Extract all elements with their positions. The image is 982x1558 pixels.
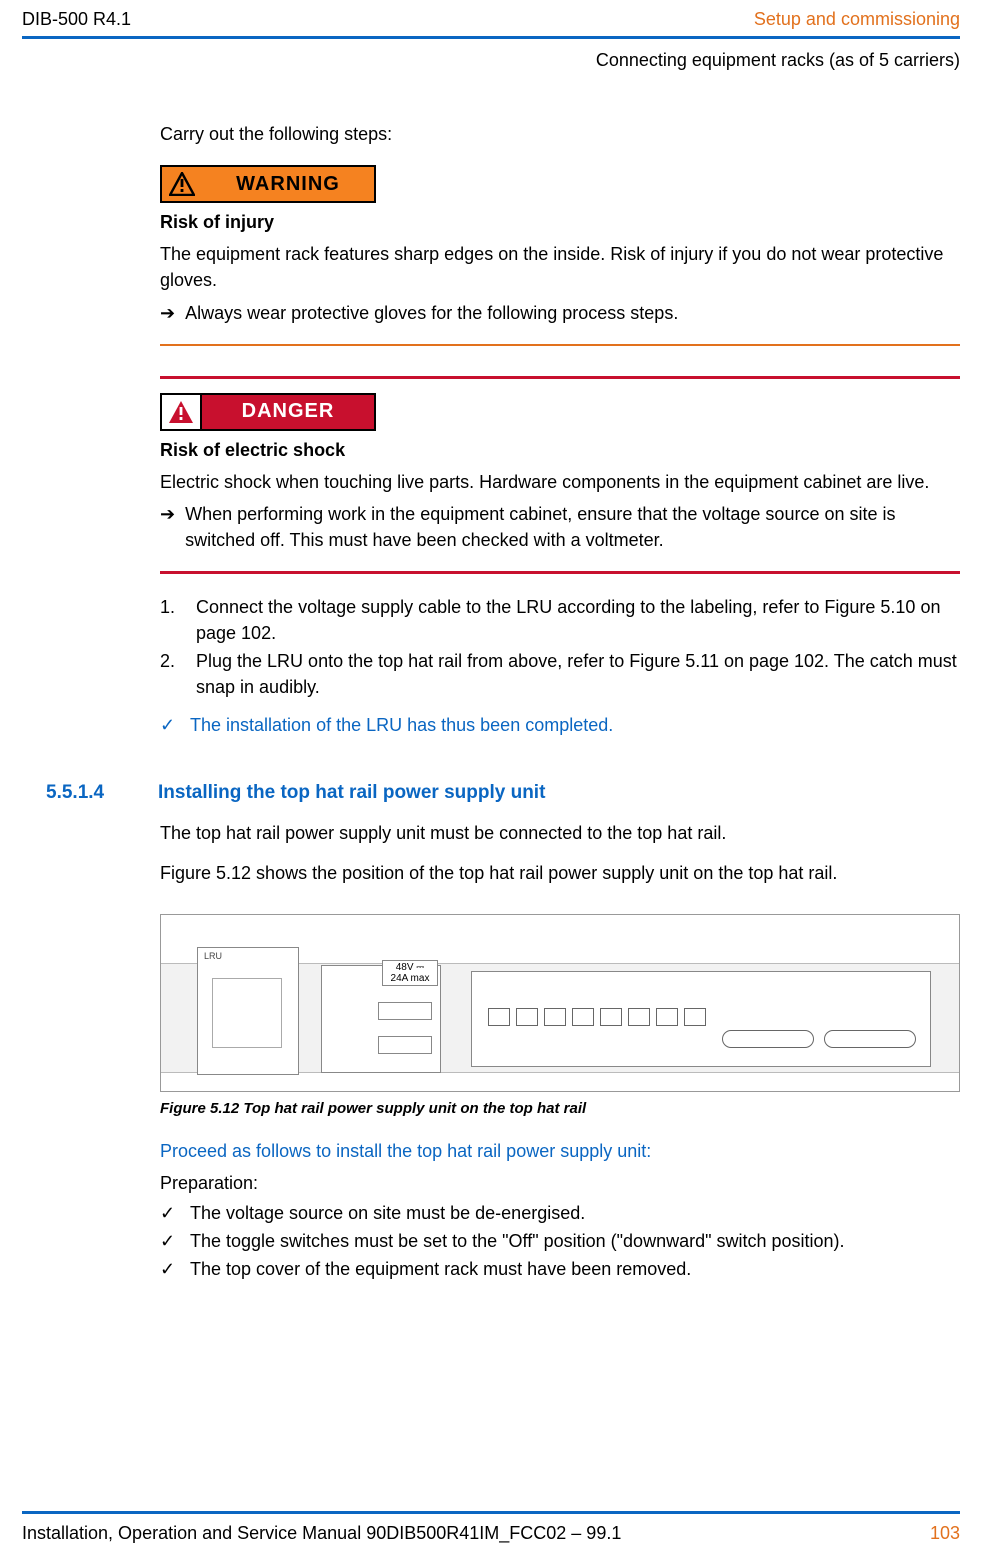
footer-page-number: 103 (930, 1520, 960, 1546)
warning-action-item: ➔ Always wear protective gloves for the … (160, 300, 960, 326)
section-number: 5.5.1.4 (46, 779, 136, 807)
check-icon: ✓ (160, 1228, 180, 1254)
check-icon: ✓ (160, 1256, 180, 1282)
check-icon: ✓ (160, 712, 180, 738)
preparation-label: Preparation: (160, 1170, 960, 1196)
figure-caption: Figure 5.12 Top hat rail power supply un… (160, 1098, 960, 1120)
warning-block: WARNING Risk of injury The equipment rac… (160, 165, 960, 325)
danger-badge: DANGER (160, 393, 376, 431)
step-text: Connect the voltage supply cable to the … (196, 594, 960, 646)
page-header: DIB-500 R4.1 Setup and commissioning (0, 0, 982, 36)
figure-caption-text: Top hat rail power supply unit on the to… (239, 1100, 586, 1117)
figure-connector-panel (471, 971, 931, 1067)
step-item: 2. Plug the LRU onto the top hat rail fr… (160, 648, 960, 700)
header-subtitle: Connecting equipment racks (as of 5 carr… (0, 39, 982, 73)
section-p1: The top hat rail power supply unit must … (160, 820, 960, 846)
step-number: 2. (160, 648, 184, 700)
preparation-text: The top cover of the equipment rack must… (190, 1256, 691, 1282)
figure-5-12: LRU 48V ⎓ 24A max (160, 914, 960, 1092)
figure-lru-module: LRU (197, 947, 299, 1075)
danger-top-rule (160, 376, 960, 379)
warning-badge: WARNING (160, 165, 376, 203)
figure-caption-num: Figure 5.12 (160, 1100, 239, 1117)
danger-badge-label: DANGER (202, 397, 374, 426)
footer-doc-title: Installation, Operation and Service Manu… (22, 1520, 621, 1546)
section-title: Installing the top hat rail power supply… (158, 779, 545, 807)
section-p2: Figure 5.12 shows the position of the to… (160, 860, 960, 886)
step-item: 1. Connect the voltage supply cable to t… (160, 594, 960, 646)
preparation-item: ✓ The top cover of the equipment rack mu… (160, 1256, 960, 1282)
preparation-item: ✓ The toggle switches must be set to the… (160, 1228, 960, 1254)
header-section: Setup and commissioning (754, 6, 960, 32)
completion-text: The installation of the LRU has thus bee… (190, 712, 613, 738)
page-footer: Installation, Operation and Service Manu… (22, 1514, 960, 1546)
preparation-list: ✓ The voltage source on site must be de-… (160, 1200, 960, 1282)
warning-bottom-rule (160, 344, 960, 346)
completion-check: ✓ The installation of the LRU has thus b… (160, 712, 960, 738)
danger-action-text: When performing work in the equipment ca… (185, 501, 960, 553)
danger-body: Electric shock when touching live parts.… (160, 469, 960, 495)
numbered-steps: 1. Connect the voltage supply cable to t… (160, 594, 960, 700)
arrow-icon: ➔ (160, 501, 175, 553)
proceed-lead: Proceed as follows to install the top ha… (160, 1138, 960, 1164)
preparation-text: The toggle switches must be set to the "… (190, 1228, 845, 1254)
section-heading: 5.5.1.4 Installing the top hat rail powe… (46, 779, 960, 807)
figure-psu-volts: 48V ⎓ (383, 962, 437, 973)
preparation-item: ✓ The voltage source on site must be de-… (160, 1200, 960, 1226)
step-number: 1. (160, 594, 184, 646)
header-doc-id: DIB-500 R4.1 (22, 6, 131, 32)
danger-triangle-icon (162, 395, 202, 429)
warning-title: Risk of injury (160, 209, 960, 235)
step-text: Plug the LRU onto the top hat rail from … (196, 648, 960, 700)
warning-body: The equipment rack features sharp edges … (160, 241, 960, 293)
arrow-icon: ➔ (160, 300, 175, 326)
danger-bottom-rule (160, 571, 960, 574)
figure-lru-label: LRU (204, 952, 222, 962)
figure-psu-module: 48V ⎓ 24A max (321, 965, 441, 1073)
figure-psu-amps: 24A max (383, 973, 437, 984)
check-icon: ✓ (160, 1200, 180, 1226)
intro-text: Carry out the following steps: (160, 121, 960, 147)
preparation-text: The voltage source on site must be de-en… (190, 1200, 585, 1226)
figure-psu-rating: 48V ⎓ 24A max (382, 960, 438, 986)
warning-action-text: Always wear protective gloves for the fo… (185, 300, 960, 326)
danger-action-item: ➔ When performing work in the equipment … (160, 501, 960, 553)
danger-title: Risk of electric shock (160, 437, 960, 463)
warning-badge-label: WARNING (202, 170, 374, 199)
warning-triangle-icon (162, 167, 202, 201)
